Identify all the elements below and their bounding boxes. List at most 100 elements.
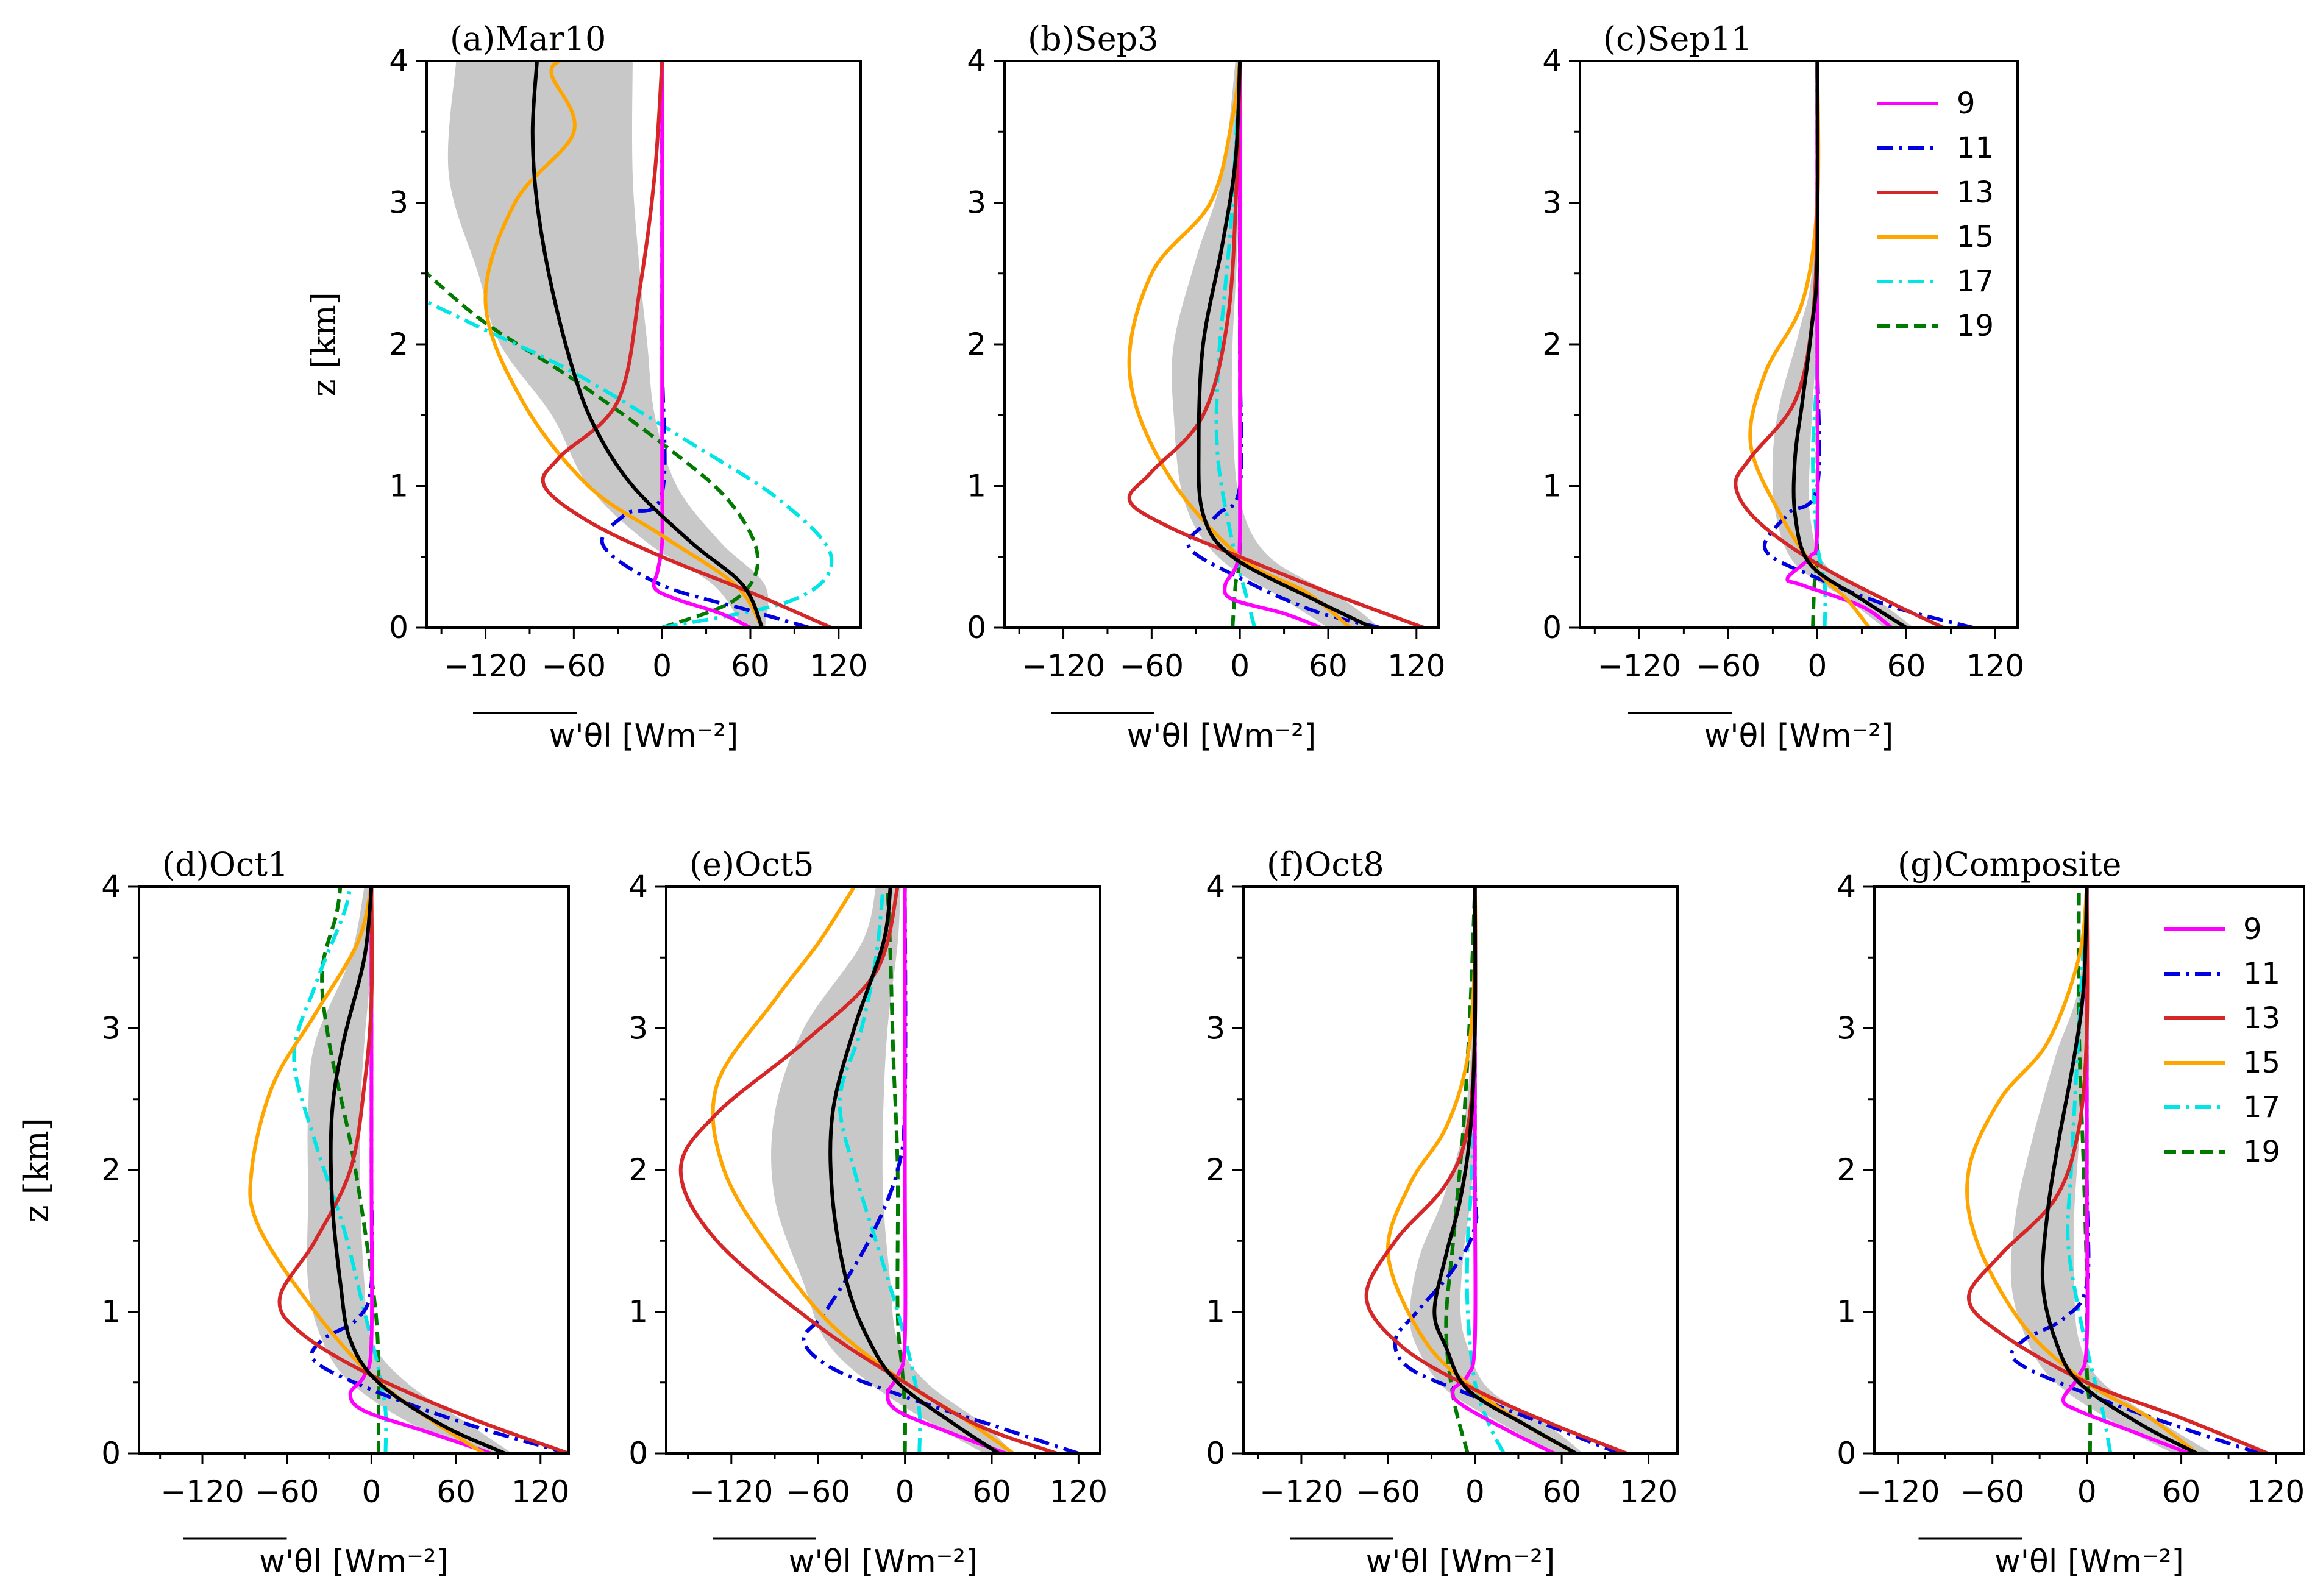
x-tick-label: 0 xyxy=(1808,648,1827,684)
x-tick-label: 60 xyxy=(972,1474,1011,1509)
y-tick-label: 0 xyxy=(967,610,986,645)
x-axis-title: w'θl [Wm⁻²] xyxy=(1127,718,1317,754)
y-tick-label: 4 xyxy=(1837,869,1856,904)
legend: 9 11 13 15 17 19 xyxy=(2164,912,2280,1169)
y-tick-label: 1 xyxy=(1837,1294,1856,1330)
series-line-11 xyxy=(1762,61,1974,628)
spread-band xyxy=(1172,61,1380,628)
panel-4: 0 1 2 3 4 −120 −60 0 60 120 (e)Oct5 w'θl [Wm⁻²] xyxy=(628,845,1108,1580)
y-tick-label: 0 xyxy=(101,1436,121,1471)
x-tick-label: 120 xyxy=(2247,1474,2305,1509)
panel-0: 0 1 2 3 4 −120 −60 0 60 120 (a)Mar10 w'θl [Wm⁻²] z [… xyxy=(305,20,868,754)
plot-area xyxy=(678,887,1080,1453)
y-tick-label: 1 xyxy=(1206,1294,1225,1330)
plot-area xyxy=(248,887,569,1453)
y-tick-label: 3 xyxy=(628,1011,648,1046)
panel-title: (c)Sep11 xyxy=(1603,20,1752,58)
x-tick-label: 0 xyxy=(1465,1474,1485,1509)
y-tick-label: 1 xyxy=(389,469,408,504)
series-line-17 xyxy=(427,300,834,628)
x-tick-label: 120 xyxy=(1050,1474,1108,1509)
spread-band xyxy=(307,887,513,1453)
spread-band xyxy=(771,887,1014,1453)
x-tick-label: −60 xyxy=(542,648,606,684)
y-tick-label: 2 xyxy=(389,327,408,362)
y-tick-label: 2 xyxy=(1206,1152,1225,1188)
plot-area xyxy=(1734,61,1974,628)
legend-label-17: 17 xyxy=(1957,264,1994,299)
panel-title: (f)Oct8 xyxy=(1267,845,1384,884)
y-tick-label: 1 xyxy=(1542,469,1562,504)
y-tick-label: 0 xyxy=(1206,1436,1225,1471)
x-tick-label: 60 xyxy=(1887,648,1926,684)
legend-label-11: 11 xyxy=(1957,131,1994,165)
x-tick-label: −60 xyxy=(1960,1474,2025,1509)
y-tick-label: 3 xyxy=(967,185,986,221)
x-tick-label: −60 xyxy=(786,1474,850,1509)
series-line-9 xyxy=(2061,887,2190,1453)
series-line-9 xyxy=(886,887,1007,1453)
series-line-mean xyxy=(1791,61,1908,628)
series-line-mean xyxy=(530,61,764,628)
plot-area xyxy=(1965,887,2269,1453)
x-tick-label: 60 xyxy=(1542,1474,1581,1509)
legend-label-9: 9 xyxy=(2243,912,2262,946)
x-tick-label: 0 xyxy=(895,1474,915,1509)
x-axis-title: w'θl [Wm⁻²] xyxy=(789,1544,978,1580)
x-tick-label: −120 xyxy=(1022,648,1105,684)
spread-band xyxy=(1409,887,1584,1453)
series-line-15 xyxy=(1127,61,1352,628)
y-tick-label: 0 xyxy=(1542,610,1562,645)
legend-label-13: 13 xyxy=(1957,176,1994,210)
x-tick-label: 60 xyxy=(436,1474,475,1509)
x-axis-title: w'θl [Wm⁻²] xyxy=(1704,718,1894,754)
y-tick-label: 4 xyxy=(628,869,648,904)
y-tick-label: 3 xyxy=(1542,185,1562,221)
series-line-19 xyxy=(320,887,381,1453)
y-tick-label: 3 xyxy=(1837,1011,1856,1046)
y-tick-label: 1 xyxy=(101,1294,121,1330)
series-line-mean xyxy=(329,887,507,1453)
y-tick-label: 0 xyxy=(628,1436,648,1471)
x-tick-label: −60 xyxy=(1356,1474,1421,1509)
x-tick-label: −120 xyxy=(444,648,527,684)
series-line-13 xyxy=(1966,887,2269,1453)
series-line-mean xyxy=(1197,61,1373,628)
series-line-13 xyxy=(1127,61,1425,628)
legend-label-13: 13 xyxy=(2243,1001,2280,1035)
panel-title: (g)Composite xyxy=(1898,845,2121,884)
x-tick-label: 0 xyxy=(652,648,672,684)
spread-band xyxy=(447,61,769,628)
series-line-9 xyxy=(652,61,752,628)
x-tick-label: −60 xyxy=(255,1474,319,1509)
y-tick-label: 2 xyxy=(1837,1152,1856,1188)
series-line-mean xyxy=(828,887,1000,1453)
y-tick-label: 4 xyxy=(967,43,986,79)
x-tick-label: 120 xyxy=(1966,648,2024,684)
x-tick-label: 120 xyxy=(1387,648,1445,684)
y-tick-label: 4 xyxy=(389,43,408,79)
series-line-17 xyxy=(292,887,388,1453)
y-axis-title: z [km] xyxy=(305,292,343,397)
series-line-mean xyxy=(2040,887,2198,1453)
series-line-15 xyxy=(1385,887,1577,1453)
series-line-13 xyxy=(1364,887,1627,1453)
x-tick-label: 120 xyxy=(1620,1474,1677,1509)
legend: 9 11 13 15 17 19 xyxy=(1877,87,1994,343)
plot-area xyxy=(427,61,834,628)
y-tick-label: 4 xyxy=(101,869,121,904)
panel-3: 0 1 2 3 4 −120 −60 0 60 120 (d)Oct1 w'θl [Wm⁻²] z [k… xyxy=(17,845,570,1580)
x-tick-label: −120 xyxy=(160,1474,244,1509)
y-tick-label: 3 xyxy=(1206,1011,1225,1046)
series-line-15 xyxy=(1965,887,2199,1453)
y-tick-label: 2 xyxy=(967,327,986,362)
plot-area xyxy=(1364,887,1627,1453)
series-line-11 xyxy=(600,61,810,628)
legend-label-15: 15 xyxy=(1957,220,1994,254)
series-line-17 xyxy=(838,887,922,1453)
y-tick-label: 3 xyxy=(389,185,408,221)
panel-6: 0 1 2 3 4 −120 −60 0 60 120 (g)Composite w'θl [Wm⁻²… xyxy=(1837,845,2305,1580)
x-tick-label: 0 xyxy=(2077,1474,2097,1509)
panel-title: (e)Oct5 xyxy=(689,845,814,884)
